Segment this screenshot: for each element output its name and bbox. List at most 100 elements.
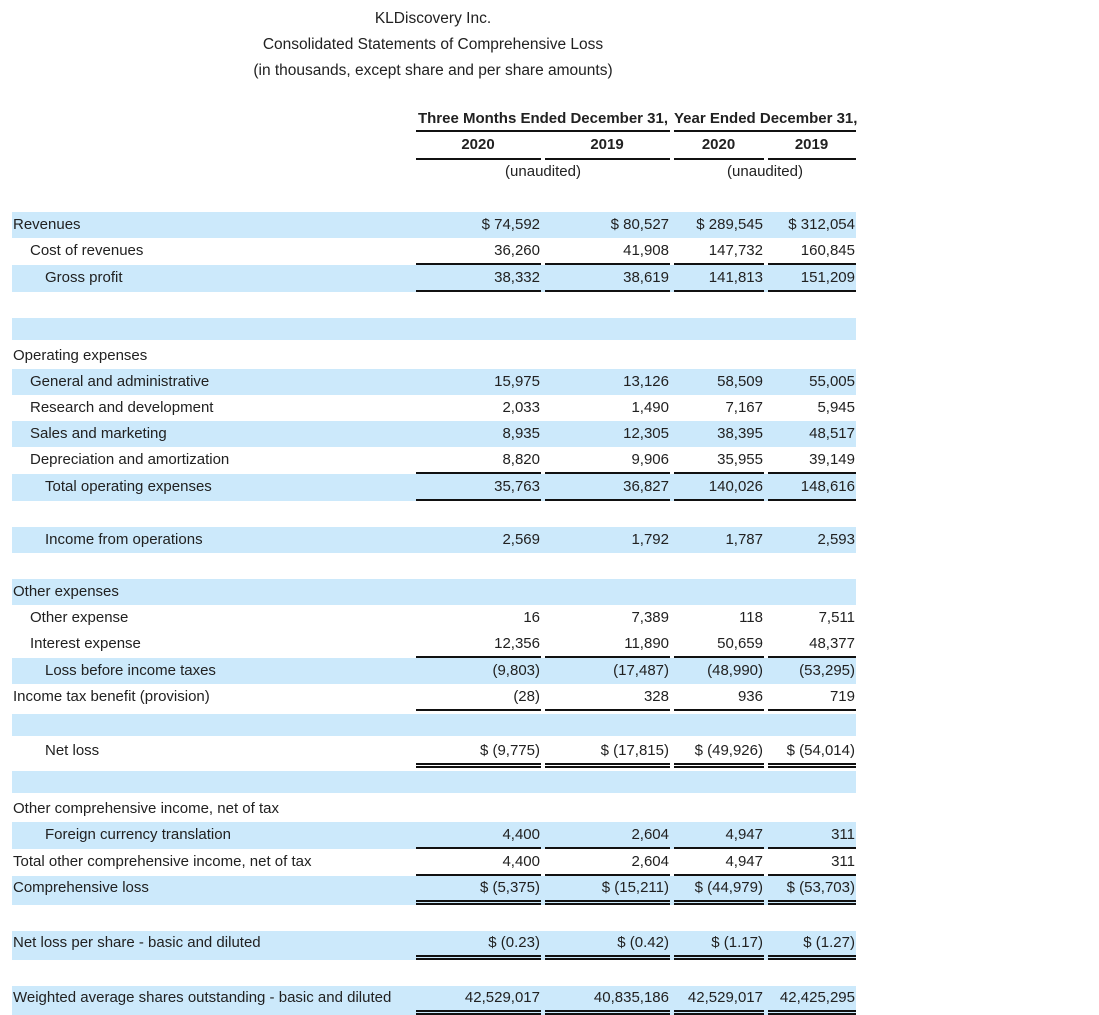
row-label: Interest expense	[30, 635, 141, 652]
row-label: General and administrative	[30, 373, 210, 390]
column-group-header-row: Three Months Ended December 31, Year End…	[12, 108, 857, 132]
row-label: Loss before income taxes	[45, 662, 216, 679]
row-label: Other expense	[30, 609, 129, 626]
statement-note: (in thousands, except share and per shar…	[253, 62, 613, 79]
table-row: Income tax benefit (provision) (28) 328 936…	[12, 684, 856, 711]
value-cell: 328	[545, 684, 670, 711]
value-cell: 311	[768, 849, 856, 876]
value-cell	[545, 579, 670, 605]
value-cell: 36,260	[416, 238, 541, 265]
table-row: Foreign currency translation 4,400 2,604 4,…	[12, 822, 856, 849]
table-row: Revenues $ 74,592 $ 80,527 $ 289,545 $ 312,0…	[12, 212, 856, 238]
value-cell	[768, 343, 856, 369]
value-cell: 7,511	[818, 609, 855, 626]
year-header: 2019	[768, 132, 856, 160]
table-row: Other expenses	[12, 579, 856, 605]
value-cell: 48,377	[768, 631, 856, 658]
row-label: Gross profit	[45, 269, 123, 286]
value-cell: 35,955	[674, 447, 764, 474]
value-cell: 151,209	[768, 265, 856, 292]
value-cell: (48,990)	[707, 662, 763, 679]
value-cell: $ (54,014)	[768, 739, 856, 768]
value-cell: 58,509	[717, 373, 763, 390]
value-cell	[545, 343, 670, 369]
value-cell: 42,529,017	[416, 986, 541, 1015]
value-cell: 140,026	[674, 474, 764, 501]
value-cell: 141,813	[674, 265, 764, 292]
table-row: Loss before income taxes (9,803) (17,487) (…	[12, 658, 856, 684]
gap-row	[12, 553, 856, 579]
table-row: Income from operations 2,569 1,792 1,787 2,5…	[12, 527, 856, 553]
gap-row	[12, 960, 856, 986]
value-cell: $ (9,775)	[416, 739, 541, 768]
value-cell: (53,295)	[799, 662, 855, 679]
row-label: Other comprehensive income, net of tax	[13, 800, 279, 817]
value-cell: 36,827	[545, 474, 670, 501]
table-row: Weighted average shares outstanding - ba…	[12, 986, 856, 1015]
table-row: General and administrative 15,975 13,126 58…	[12, 369, 856, 395]
value-cell: 35,763	[416, 474, 541, 501]
value-cell: 39,149	[768, 447, 856, 474]
value-cell: 4,947	[674, 822, 764, 849]
value-cell: 936	[674, 684, 764, 711]
table-row: Gross profit 38,332 38,619 141,813 151,209	[12, 265, 856, 292]
table-row: Net loss per share - basic and diluted $ …	[12, 931, 856, 960]
value-cell: 12,305	[623, 425, 669, 442]
value-cell: 12,356	[416, 631, 541, 658]
row-label: Other expenses	[13, 583, 119, 600]
row-label: Sales and marketing	[30, 425, 167, 442]
table-row: Cost of revenues 36,260 41,908 147,732 160,8…	[12, 238, 856, 265]
value-cell: $ (1.27)	[768, 931, 856, 960]
value-cell: 4,400	[416, 849, 541, 876]
unaudited-note: (unaudited)	[727, 163, 803, 180]
value-cell: 42,425,295	[768, 986, 856, 1015]
row-label: Foreign currency translation	[45, 826, 231, 843]
value-cell: $ (17,815)	[545, 739, 670, 768]
value-cell: 4,947	[674, 849, 764, 876]
value-cell: 38,332	[416, 265, 541, 292]
title-block: KLDiscovery Inc. Consolidated Statements…	[0, 0, 866, 84]
value-cell: 11,890	[545, 631, 670, 658]
value-cell: 16	[523, 609, 540, 626]
value-cell: 13,126	[623, 373, 669, 390]
value-cell: 1,792	[631, 531, 669, 548]
table-row: Sales and marketing 8,935 12,305 38,395 48,5…	[12, 421, 856, 447]
value-cell: 2,604	[545, 849, 670, 876]
header-spacer	[12, 132, 412, 160]
value-cell: $ (1.17)	[674, 931, 764, 960]
row-label: Depreciation and amortization	[30, 451, 230, 468]
value-cell: 48,517	[809, 425, 855, 442]
value-cell	[674, 796, 764, 822]
value-cell: 311	[768, 822, 856, 849]
table-row: Research and development 2,033 1,490 7,167 5…	[12, 395, 856, 421]
company-name: KLDiscovery Inc.	[374, 10, 492, 27]
value-cell: $ (0.23)	[416, 931, 541, 960]
row-label: Comprehensive loss	[13, 879, 149, 896]
gap-row	[12, 292, 856, 318]
comprehensive-loss-table: Three Months Ended December 31, Year End…	[12, 108, 857, 1015]
row-label: Net loss per share - basic and diluted	[13, 934, 261, 951]
value-cell	[674, 343, 764, 369]
column-group-year: Year Ended December 31,	[674, 108, 857, 132]
value-cell: (17,487)	[613, 662, 669, 679]
value-cell: 40,835,186	[545, 986, 670, 1015]
value-cell: 160,845	[768, 238, 856, 265]
value-cell: 118	[739, 609, 763, 626]
unaudited-note: (unaudited)	[505, 163, 581, 180]
highlight-spacer-row	[12, 318, 856, 340]
header-gap	[12, 186, 856, 212]
value-cell: $ (5,375)	[416, 876, 541, 905]
value-cell: 9,906	[545, 447, 670, 474]
value-cell: 719	[768, 684, 856, 711]
value-cell: (28)	[416, 684, 541, 711]
value-cell: $ (44,979)	[674, 876, 764, 905]
value-cell: 1,787	[725, 531, 763, 548]
table-body: Revenues $ 74,592 $ 80,527 $ 289,545 $ 312,0…	[12, 212, 856, 1015]
table-row: Other expense 16 7,389 118 7,511	[12, 605, 856, 631]
highlight-spacer-row	[12, 771, 856, 793]
value-cell: 4,400	[416, 822, 541, 849]
value-cell: 38,619	[545, 265, 670, 292]
table-row: Comprehensive loss $ (5,375) $ (15,211) $ (…	[12, 876, 856, 905]
row-label: Net loss	[45, 742, 100, 759]
value-cell: 2,033	[502, 399, 540, 416]
